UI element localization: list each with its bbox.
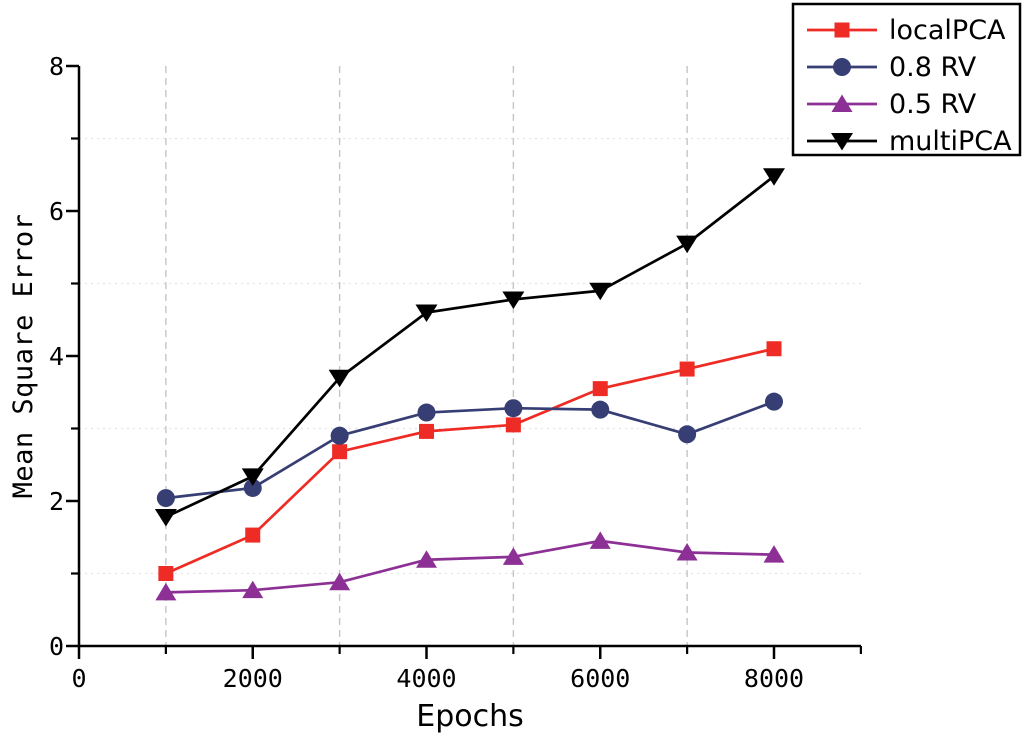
- axis-titles: Epochs Mean Square Error: [8, 214, 524, 734]
- legend-circle-icon: [833, 58, 851, 76]
- x-tick-label: 8000: [744, 664, 804, 693]
- y-tick-label: 0: [49, 632, 64, 661]
- series-0.8-rv-marker: [330, 426, 349, 445]
- series-localpca-marker: [766, 341, 782, 357]
- series-multipca-marker: [589, 282, 612, 301]
- legend-label: multiPCA: [889, 126, 1012, 157]
- legend-square-icon: [834, 22, 850, 38]
- legend: localPCA 0.8 RV 0.5 RV multiPCA: [791, 2, 1022, 157]
- series-localpca-marker: [505, 417, 521, 433]
- x-tick-label: 4000: [396, 664, 456, 693]
- series-0.5-rv-marker: [502, 547, 524, 565]
- series-0.8-rv-line: [165, 400, 775, 500]
- y-tick-label: 4: [49, 342, 64, 371]
- series-localpca-marker: [332, 444, 348, 460]
- series-0.5-rv-marker: [676, 542, 698, 561]
- legend-triangle-down-icon: [831, 133, 853, 151]
- series-0.8-rv-marker: [678, 425, 697, 444]
- axes: [66, 64, 862, 659]
- x-tick-label: 0: [71, 664, 86, 693]
- y-tick-label: 8: [49, 52, 64, 81]
- tick-labels: 0 2000 4000 6000 8000 0 2 4 6 8: [49, 52, 804, 693]
- series-multipca-line: [165, 175, 775, 519]
- series-multipca-marker: [328, 369, 351, 388]
- series-multipca-marker: [502, 291, 525, 309]
- series-0.5-rv-line: [165, 539, 775, 594]
- data-series: [154, 168, 785, 601]
- series-localpca-marker: [158, 566, 174, 581]
- series-multipca-marker: [241, 468, 264, 486]
- series-0.8-rv-marker: [417, 403, 436, 422]
- series-0.8-rv-marker: [765, 392, 783, 411]
- series-localpca-marker: [419, 423, 434, 439]
- series-0.8-rv-marker: [243, 478, 262, 497]
- legend-label: 0.8 RV: [889, 52, 977, 83]
- series-0.5-rv-marker: [589, 531, 611, 549]
- series-0.8-rv-marker: [591, 400, 610, 419]
- series-localpca-marker: [592, 381, 608, 397]
- y-axis-title: Mean Square Error: [8, 214, 39, 499]
- y-tick-label: 2: [49, 487, 64, 516]
- series-multipca-marker: [676, 235, 699, 254]
- series-0.5-rv-marker: [763, 545, 785, 563]
- x-tick-label: 6000: [570, 664, 630, 693]
- series-multipca-marker: [763, 168, 785, 186]
- series-localpca-line: [165, 347, 775, 575]
- legend-label: localPCA: [889, 15, 1006, 46]
- x-axis-title: Epochs: [416, 699, 524, 734]
- series-0.5-rv-marker: [242, 580, 264, 599]
- legend-label: 0.5 RV: [889, 89, 977, 120]
- series-localpca-marker: [679, 361, 695, 377]
- series-0.8-rv-marker: [156, 489, 175, 508]
- series-localpca-marker: [245, 527, 261, 543]
- series-0.5-rv-marker: [416, 550, 437, 568]
- series-0.8-rv-marker: [504, 399, 523, 418]
- series-multipca-marker: [415, 304, 438, 322]
- series-0.5-rv-marker: [329, 572, 351, 591]
- legend-triangle-up-icon: [831, 94, 853, 112]
- x-tick-label: 2000: [223, 664, 283, 693]
- y-tick-label: 6: [49, 197, 64, 226]
- series-0.5-rv-marker: [155, 582, 177, 601]
- series-multipca-marker: [154, 508, 177, 527]
